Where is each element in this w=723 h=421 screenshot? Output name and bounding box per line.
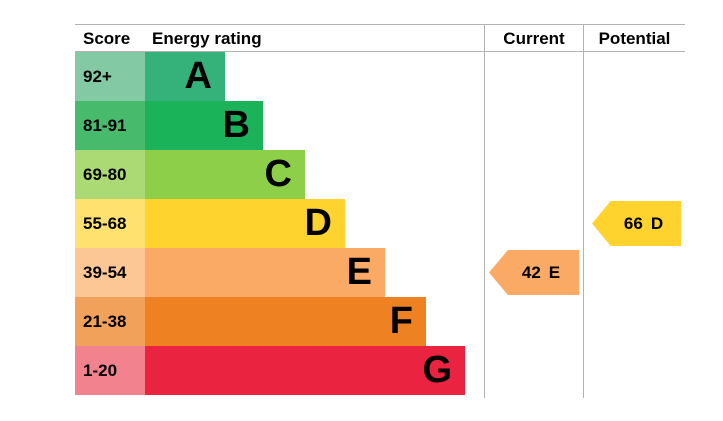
band-letter: G — [422, 349, 452, 391]
current-rating-arrow: 42 E — [489, 250, 579, 295]
score-range-label: 81-91 — [75, 101, 145, 150]
band-letter: C — [264, 153, 292, 195]
score-range-label: 39-54 — [75, 248, 145, 297]
rating-bar-d: D — [145, 199, 345, 248]
band-letter: F — [389, 300, 413, 342]
band-row-a: 92+ A — [75, 52, 465, 101]
band-row-b: 81-91 B — [75, 101, 465, 150]
rating-bar-c: C — [145, 150, 305, 199]
band-row-d: 55-68 D — [75, 199, 465, 248]
current-column-divider — [484, 24, 485, 398]
potential-rating-label: 66 D — [610, 214, 663, 234]
band-letter: A — [184, 55, 212, 97]
current-rating-letter: E — [548, 262, 561, 282]
band-letter: B — [222, 104, 250, 146]
rating-bar-a: A — [145, 52, 225, 101]
score-range-label: 1-20 — [75, 346, 145, 395]
current-rating-label: 42 E — [508, 263, 560, 283]
band-row-c: 69-80 C — [75, 150, 465, 199]
rating-bar-b: B — [145, 101, 263, 150]
current-column-header: Current — [503, 29, 565, 48]
band-letter: D — [304, 202, 332, 244]
band-row-g: 1-20 G — [75, 346, 465, 395]
rating-bar-g: G — [145, 346, 465, 395]
band-letter: E — [346, 251, 372, 293]
score-range-label: 55-68 — [75, 199, 145, 248]
rating-bar-f: F — [145, 297, 426, 346]
chart-top-border — [75, 24, 685, 25]
header-divider — [75, 51, 685, 52]
rating-bar-e: E — [145, 248, 385, 297]
potential-rating-letter: D — [650, 213, 664, 233]
potential-rating-arrow: 66 D — [592, 201, 681, 246]
rating-bands: 92+ A 81-91 B 69-80 C 55-68 D 39-54 E 21-38 F 1-20 G — [75, 52, 465, 395]
score-range-label: 21-38 — [75, 297, 145, 346]
band-row-f: 21-38 F — [75, 297, 465, 346]
current-score-value: 42 — [521, 262, 541, 282]
band-row-e: 39-54 E — [75, 248, 465, 297]
energy-rating-column-header: Energy rating — [152, 29, 262, 48]
potential-column-divider — [583, 24, 584, 398]
score-range-label: 69-80 — [75, 150, 145, 199]
potential-column-header: Potential — [598, 29, 671, 48]
score-column-header: Score — [83, 29, 131, 48]
score-range-label: 92+ — [75, 52, 145, 101]
potential-score-value: 66 — [623, 213, 643, 233]
